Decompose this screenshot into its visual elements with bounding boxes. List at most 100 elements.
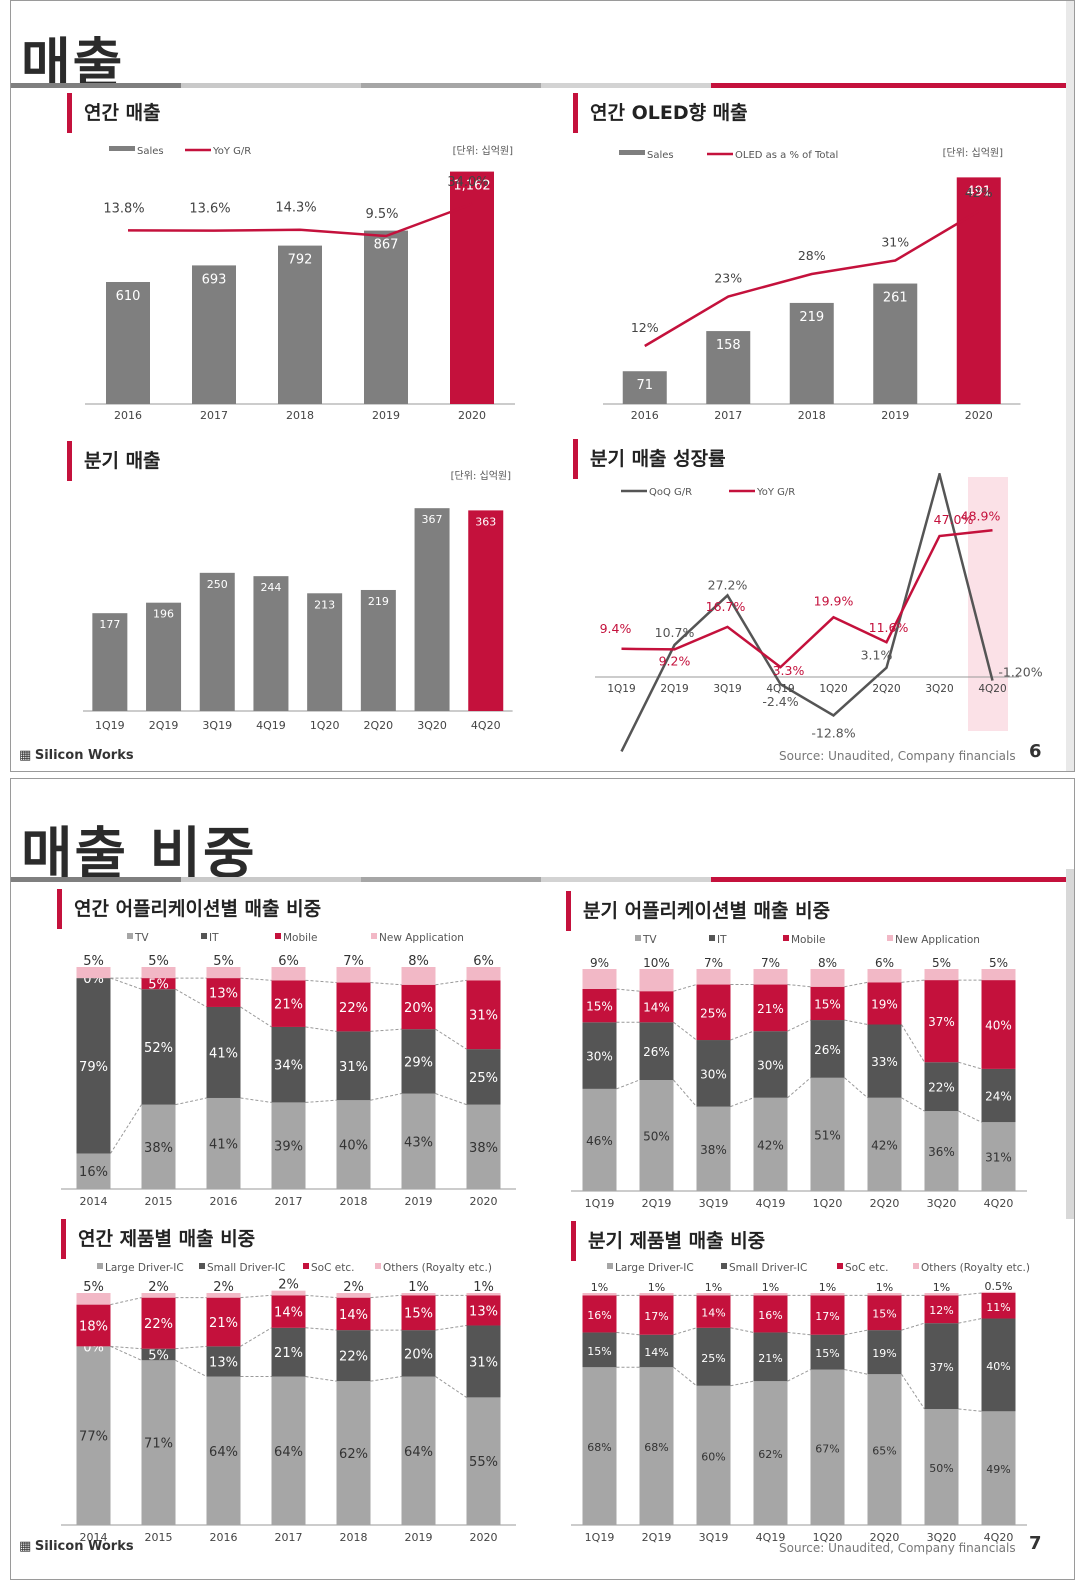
- segment-value-label: 62%: [758, 1448, 782, 1461]
- stack-segment: [206, 1346, 241, 1377]
- segment-value-label: 22%: [339, 1001, 368, 1016]
- segment-value-label: 11%: [986, 1301, 1010, 1314]
- segment-value-label: 43%: [404, 1135, 433, 1150]
- stack-segment: [639, 969, 674, 992]
- stack-segment: [753, 1293, 788, 1296]
- stack-segment: [867, 1295, 902, 1331]
- x-tick-label: 4Q19: [756, 1197, 786, 1210]
- x-tick-label: 2Q20: [870, 1197, 900, 1210]
- segment-value-label: 7%: [343, 954, 364, 969]
- x-tick-label: 2019: [372, 409, 400, 422]
- legend-label: TV: [642, 934, 657, 946]
- segment-value-label: 31%: [469, 1009, 498, 1024]
- section-title-quarterly-sales: 분기 매출: [67, 441, 161, 481]
- x-tick-label: 2Q20: [364, 719, 394, 732]
- slide-scrollbar[interactable]: [1066, 1, 1074, 771]
- line-value-label: 34.0%: [447, 175, 488, 190]
- slide-sales: 매출 연간 매출 연간 OLED향 매출 분기 매출 분기 매출 성장률 Sal…: [10, 0, 1075, 772]
- stack-segment: [141, 1293, 176, 1298]
- legend-label: New Application: [895, 934, 980, 946]
- x-tick-label: 3Q20: [927, 1531, 957, 1544]
- point-label: 10.7%: [655, 625, 695, 640]
- connector-line: [175, 988, 207, 1008]
- segment-value-label: 16%: [758, 1309, 782, 1322]
- x-tick-label: 2Q19: [149, 719, 179, 732]
- stack-segment: [810, 1020, 845, 1078]
- unit-label: [단위: 십억원]: [453, 144, 513, 157]
- bar: [199, 572, 235, 711]
- connector-line: [110, 1345, 142, 1361]
- connector-line: [435, 1028, 467, 1050]
- stack-segment: [696, 1295, 731, 1328]
- segment-value-label: 20%: [404, 1347, 433, 1362]
- connector-line: [175, 1097, 207, 1106]
- stack-segment: [271, 1295, 306, 1328]
- bar: [450, 171, 494, 404]
- stack-segment: [639, 1293, 674, 1296]
- bar-value-label: 177: [99, 618, 120, 631]
- connector-line: [787, 1019, 811, 1032]
- segment-value-label: 15%: [587, 1345, 611, 1358]
- x-tick-label: 2017: [275, 1531, 303, 1544]
- stack-segment: [271, 1327, 306, 1377]
- segment-value-label: 19%: [871, 997, 898, 1011]
- point-label: -2.4%: [762, 694, 798, 709]
- legend-label: YoY G/R: [212, 146, 251, 157]
- stack-segment: [810, 1293, 845, 1296]
- segment-value-label: 37%: [928, 1015, 955, 1029]
- bar: [706, 331, 751, 404]
- segment-value-label: 60%: [701, 1450, 725, 1463]
- legend-label: Small Driver-IC: [207, 1262, 285, 1274]
- bar-value-label: 363: [475, 515, 496, 528]
- legend-square-marker: [721, 1263, 727, 1269]
- x-tick-label: 3Q19: [713, 683, 741, 695]
- unit-label: [단위: 십억원]: [451, 469, 511, 482]
- connector-line: [901, 979, 925, 983]
- stack-segment: [696, 1106, 731, 1191]
- stack-segment: [336, 1330, 371, 1382]
- segment-value-label: 1%: [408, 1280, 429, 1295]
- line-value-label: 13.6%: [189, 202, 230, 217]
- x-tick-label: 2014: [80, 1531, 108, 1544]
- divider: [11, 83, 181, 88]
- divider: [361, 877, 541, 882]
- chart-quarterly-sales: [단위: 십억원] 177 1Q19 196 2Q19 250 3Q19 244 4Q19 213…: [83, 469, 513, 732]
- segment-value-label: 7%: [761, 956, 780, 970]
- connector-line: [305, 1376, 337, 1382]
- bar-value-label: 491: [966, 184, 991, 199]
- legend-square-marker: [97, 1263, 103, 1269]
- legend-square-marker: [201, 933, 207, 939]
- line-value-label: 31%: [881, 235, 909, 250]
- stack-segment: [401, 1330, 436, 1377]
- x-tick-label: 1Q20: [813, 1531, 843, 1544]
- legend-square-marker: [607, 1263, 613, 1269]
- stack-segment: [924, 1111, 959, 1191]
- point-label: 9.4%: [600, 621, 632, 636]
- x-tick-label: 1Q19: [95, 719, 125, 732]
- stack-segment: [582, 1088, 617, 1191]
- connector-line: [958, 1408, 982, 1412]
- divider: [711, 83, 1066, 88]
- divider: [541, 877, 711, 882]
- stack-segment: [753, 984, 788, 1032]
- connector-line: [175, 1359, 207, 1377]
- x-tick-label: 2Q20: [870, 1531, 900, 1544]
- x-tick-label: 1Q19: [607, 683, 635, 695]
- bar-value-label: 261: [883, 291, 908, 306]
- connector-line: [240, 1006, 272, 1028]
- x-tick-label: 2017: [275, 1195, 303, 1208]
- bar-value-label: 219: [368, 595, 389, 608]
- segment-value-label: 15%: [814, 997, 841, 1011]
- connector-line: [901, 1373, 925, 1410]
- connector-line: [844, 1019, 868, 1025]
- connector-line: [787, 984, 811, 988]
- x-tick-label: 1Q20: [310, 719, 340, 732]
- segment-value-label: 31%: [469, 1355, 498, 1370]
- stack-segment: [582, 1367, 617, 1525]
- segment-value-label: 13%: [209, 987, 238, 1002]
- point-label: 19.9%: [814, 593, 854, 608]
- slide-scrollbar[interactable]: [1066, 869, 1074, 1219]
- segment-value-label: 0.5%: [985, 1280, 1013, 1293]
- stack-segment: [981, 1122, 1016, 1191]
- bar-value-label: 1,162: [453, 179, 490, 194]
